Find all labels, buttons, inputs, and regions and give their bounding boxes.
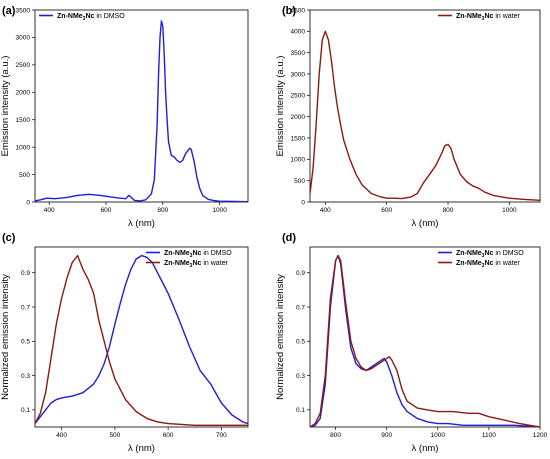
chart-panel-1: (a) 400 600 800 1000 0 500 1000 1500 2000 2500 3000… [0,5,249,229]
panel-label: (a) [2,5,16,17]
x-tick-label: 1200 [533,432,548,439]
y-tick-label: 3000 [16,35,31,42]
y-tick-label: 0.7 [296,304,305,311]
series-line [35,254,248,426]
y-tick-label: 0.5 [21,339,30,346]
series-line [310,254,540,427]
y-tick-label: 2000 [291,114,306,121]
x-tick-label: 400 [44,207,55,214]
y-tick-label: 0.3 [296,373,305,380]
legend-label: Zn-NMe3Nc in DMSO [164,250,232,259]
y-axis-title: Normalized emission intensity [275,274,286,400]
x-tick-label: 800 [443,207,454,214]
legend-label: Zn-NMe3Nc in water [164,260,229,269]
series-line [35,20,248,202]
x-tick-label: 1100 [482,432,496,439]
y-axis-title: Normalized emission intensity [0,274,11,400]
y-tick-label: 2000 [16,90,31,97]
x-tick-label: 800 [157,207,168,214]
y-tick-label: 0.9 [21,270,30,277]
y-tick-label: 3500 [291,50,306,57]
series-line [310,30,540,201]
y-tick-label: 2500 [291,93,306,100]
y-tick-label: 1500 [16,117,31,124]
y-tick-label: 3500 [16,7,31,14]
y-tick-label: 1000 [16,144,31,151]
x-tick-label: 400 [56,432,67,439]
y-tick-label: 500 [294,178,305,185]
panel-label: (d) [282,232,296,244]
y-tick-label: 4500 [291,7,306,14]
y-tick-label: 0.1 [21,407,30,414]
y-axis-title: Emission intensity (a.u.) [275,56,286,157]
panel-label: (b) [282,5,296,17]
x-tick-label: 500 [109,432,120,439]
panel-label: (c) [2,232,16,244]
series-line [310,254,540,427]
y-tick-label: 3000 [291,71,306,78]
plot-frame [309,9,541,203]
y-tick-label: 500 [19,172,30,179]
y-tick-label: 0.5 [296,339,305,346]
legend-label: Zn-NMe3Nc in DMSO [57,13,125,22]
y-tick-label: 0.3 [21,373,30,380]
y-tick-label: 4000 [291,29,306,36]
y-tick-label: 1000 [291,157,306,164]
chart-panel-3: (c) 400 500 600 700 0.1 0.3 0.5 0.7 0.9 λ (nm) Norm… [0,232,249,454]
y-axis-title: Emission intensity (a.u.) [0,56,11,157]
legend-label: Zn-NMe3Nc in water [456,260,521,269]
y-tick-label: 0.1 [296,407,305,414]
legend-label: Zn-NMe3Nc in DMSO [456,250,524,259]
y-tick-label: 0.9 [296,270,305,277]
x-axis-title: λ (nm) [128,218,155,229]
chart-panel-2: (b) 400 600 800 1000 0 500 1000 1500 2000 2500 3000… [275,5,541,229]
y-tick-label: 0 [26,199,30,206]
x-tick-label: 900 [381,432,392,439]
plot-frame [34,9,249,203]
x-tick-label: 600 [101,207,112,214]
x-tick-label: 800 [330,432,341,439]
y-tick-label: 0.7 [21,304,30,311]
plot-frame [309,246,541,428]
plot-frame [34,246,249,428]
y-tick-label: 1500 [291,135,306,142]
x-tick-label: 700 [216,432,227,439]
y-tick-label: 2500 [16,62,31,69]
x-tick-label: 600 [163,432,174,439]
legend-label: Zn-NMe3Nc in water [456,13,521,22]
x-axis-title: λ (nm) [128,443,155,454]
x-axis-title: λ (nm) [412,218,439,229]
x-tick-label: 1000 [431,432,446,439]
chart-panel-4: (d) 800 900 1000 1100 1200 0.1 0.3 0.5 0.7 0.9 λ (n… [275,232,548,454]
x-tick-label: 1000 [212,207,227,214]
x-tick-label: 600 [381,207,392,214]
y-tick-label: 0 [301,199,305,206]
x-axis-title: λ (nm) [412,443,439,454]
series-line [35,254,248,425]
x-tick-label: 400 [320,207,331,214]
x-tick-label: 1000 [502,207,517,214]
